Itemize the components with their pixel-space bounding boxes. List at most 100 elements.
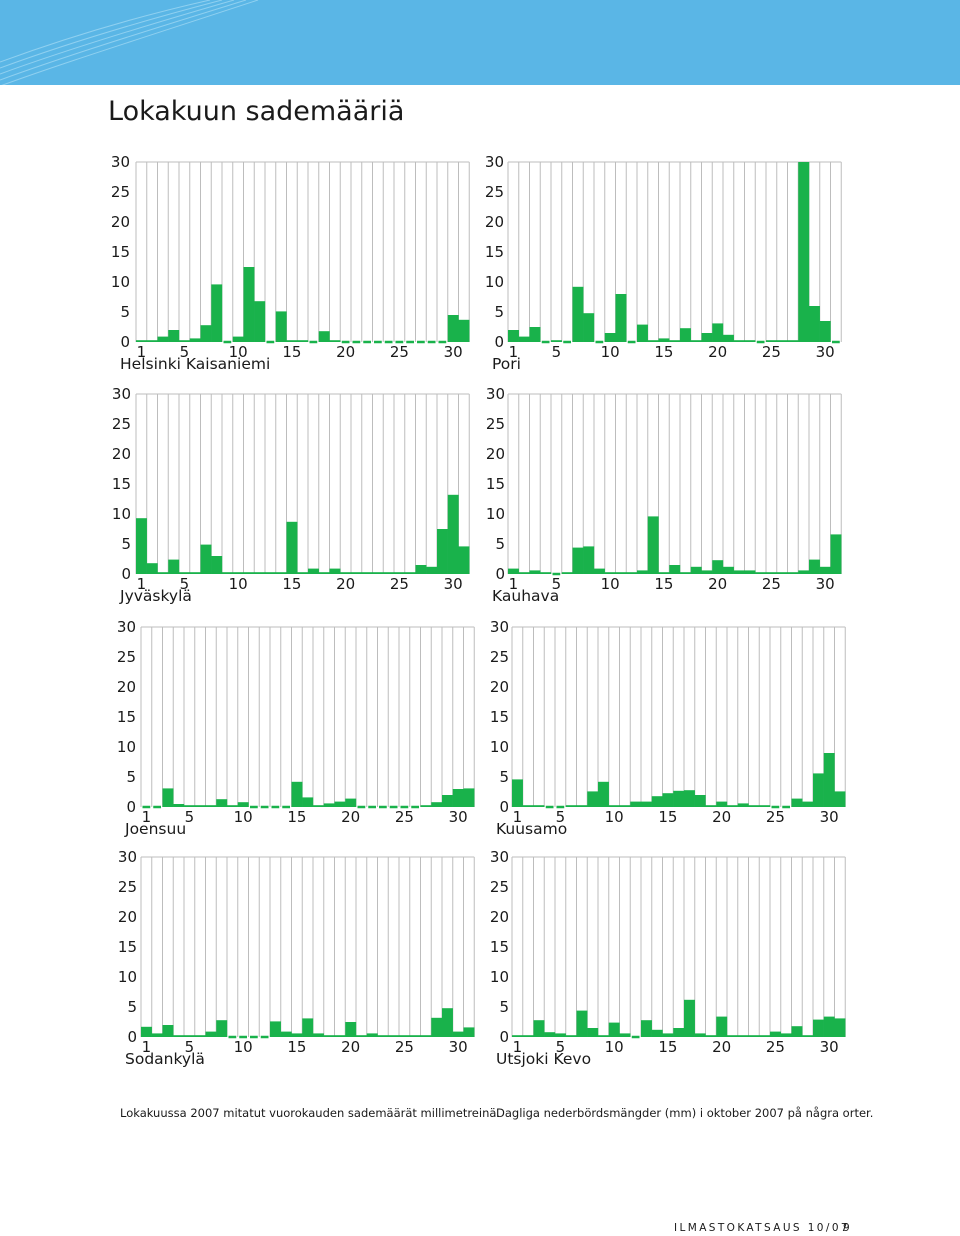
y-tick-label: 10 <box>111 273 130 291</box>
y-tick-label: 20 <box>118 908 137 926</box>
bar <box>561 572 573 574</box>
bar <box>232 336 244 342</box>
y-tick-label: 5 <box>495 535 505 553</box>
x-tick-label: 5 <box>556 1038 566 1056</box>
bar <box>216 1020 228 1037</box>
bar <box>522 805 534 807</box>
y-tick-label: 20 <box>111 213 130 231</box>
x-tick-label: 15 <box>282 343 301 361</box>
bar <box>572 286 584 342</box>
y-tick-label: 5 <box>494 303 504 321</box>
bar <box>151 1033 163 1037</box>
y-tick-label: 25 <box>485 183 504 201</box>
bar <box>200 544 212 574</box>
bar <box>705 805 717 807</box>
y-tick-label: 10 <box>490 738 509 756</box>
bar <box>791 1026 803 1037</box>
bar <box>647 340 659 342</box>
bar <box>372 572 384 574</box>
y-tick-label: 15 <box>117 708 136 726</box>
bar <box>146 563 158 574</box>
bar <box>508 568 519 574</box>
x-tick-label: 10 <box>601 343 620 361</box>
y-tick-label: 15 <box>111 243 130 261</box>
x-tick-label: 20 <box>708 575 727 593</box>
bar <box>254 572 266 574</box>
bar <box>366 1033 378 1037</box>
bar <box>179 572 190 574</box>
x-tick-label: 1 <box>137 575 147 593</box>
bar <box>168 559 180 574</box>
bar <box>809 559 820 574</box>
x-tick-label: 30 <box>444 575 463 593</box>
bar <box>690 566 702 574</box>
bar <box>604 572 616 574</box>
y-tick-label: 10 <box>117 738 136 756</box>
bar <box>211 284 223 342</box>
x-tick-label: 15 <box>287 808 306 826</box>
bar <box>823 1016 835 1037</box>
y-tick-label: 5 <box>126 768 136 786</box>
grid <box>511 626 846 807</box>
x-tick-label: 20 <box>341 1038 360 1056</box>
bar <box>651 1029 663 1037</box>
bar <box>776 572 788 574</box>
bar <box>313 805 324 807</box>
bar <box>727 1035 738 1037</box>
x-tick-label: 20 <box>336 575 355 593</box>
y-tick-label: 25 <box>486 415 505 433</box>
bar <box>463 788 475 807</box>
y-tick-label: 0 <box>494 333 504 351</box>
bar <box>619 805 631 807</box>
bar <box>651 796 663 807</box>
bar <box>512 779 523 807</box>
y-tick-label: 15 <box>486 475 505 493</box>
bar <box>340 572 352 574</box>
bar <box>637 570 648 574</box>
y-tick-label: 10 <box>485 273 504 291</box>
bar <box>522 1035 534 1037</box>
station-label: Kuusamo <box>496 820 567 838</box>
station-label: Pori <box>492 355 521 373</box>
x-tick-label: 1 <box>513 808 523 826</box>
grid <box>511 856 846 1037</box>
bar <box>351 572 362 574</box>
bar <box>200 325 212 342</box>
y-tick-label: 0 <box>499 1028 509 1046</box>
bar <box>291 781 303 807</box>
bar <box>798 162 810 342</box>
y-tick-label: 20 <box>112 445 131 463</box>
page-title: Lokakuun sademääriä <box>108 96 405 127</box>
x-tick-label: 10 <box>234 808 253 826</box>
bar <box>508 330 519 342</box>
bar <box>723 566 734 574</box>
y-tick-label: 15 <box>112 475 131 493</box>
bar <box>723 334 734 342</box>
bar <box>458 546 470 574</box>
x-tick-label: 5 <box>180 575 190 593</box>
bar <box>555 1033 566 1037</box>
grid <box>507 161 842 342</box>
caption-swedish: Dagliga nederbördsmängder (mm) i oktober… <box>496 1106 874 1120</box>
bar <box>626 572 638 574</box>
station-label: Kauhava <box>492 587 559 605</box>
bar <box>377 1035 389 1037</box>
bar <box>630 801 642 807</box>
bar <box>576 805 588 807</box>
bar <box>716 1016 728 1037</box>
bar <box>280 1031 292 1037</box>
y-tick-label: 15 <box>490 938 509 956</box>
bar <box>565 1035 577 1037</box>
bar <box>802 801 814 807</box>
x-tick-label: 30 <box>816 575 835 593</box>
bar <box>587 791 599 807</box>
bar <box>179 340 190 342</box>
x-tick-label: 30 <box>816 343 835 361</box>
bar <box>787 340 799 342</box>
bar <box>136 518 147 574</box>
y-tick-label: 30 <box>486 385 505 403</box>
bar <box>334 801 346 807</box>
y-tick-label: 20 <box>117 678 136 696</box>
x-tick-label: 5 <box>180 343 190 361</box>
header-banner <box>0 0 960 85</box>
